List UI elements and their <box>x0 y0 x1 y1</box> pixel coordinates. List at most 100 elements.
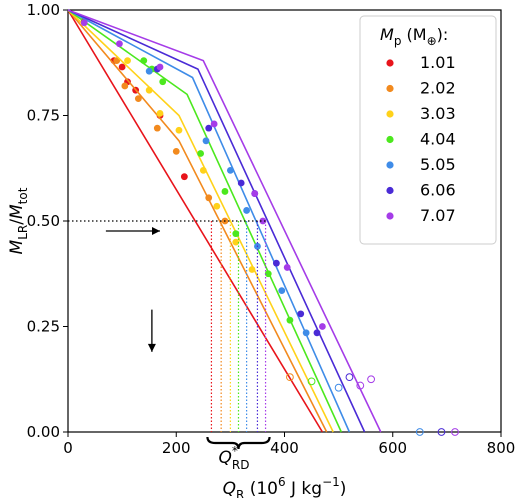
data-point <box>124 57 131 65</box>
legend-label: 6.06 <box>420 181 456 200</box>
y-tick-label: 0.25 <box>27 318 60 336</box>
data-point <box>213 202 221 210</box>
data-point <box>318 323 326 330</box>
data-point-open <box>307 377 316 386</box>
axis-ticks: 0 200 400 600 800 0.00 0.25 0.50 0.75 1.00 <box>27 1 516 457</box>
legend-marker <box>386 186 394 195</box>
y-tick-label: 0.00 <box>27 423 60 441</box>
data-point <box>118 63 126 71</box>
legend-label: 1.01 <box>420 53 456 72</box>
x-tick-label: 400 <box>270 439 299 457</box>
data-point <box>153 124 161 132</box>
legend-marker <box>386 135 394 144</box>
x-tick-label: 0 <box>63 439 73 457</box>
data-point <box>202 137 210 145</box>
data-point-open <box>415 428 424 436</box>
data-point <box>140 57 148 65</box>
series-6.06 <box>67 9 446 436</box>
fit-line <box>67 9 328 433</box>
series-4.04 <box>67 9 343 433</box>
data-point <box>134 95 142 103</box>
data-point <box>248 266 256 273</box>
data-point-open <box>367 375 376 384</box>
fit-line <box>67 9 334 433</box>
data-point <box>175 126 183 134</box>
data-point <box>121 82 129 90</box>
data-point <box>221 188 229 195</box>
data-point-open <box>345 373 354 382</box>
legend-label: 3.03 <box>420 104 456 123</box>
legend-title: Mp (M⊕): <box>380 25 448 48</box>
data-point <box>199 166 207 174</box>
data-point <box>197 150 205 157</box>
x-tick-label: 800 <box>487 439 516 457</box>
legend-label: 7.07 <box>420 206 456 225</box>
x-axis-label: QR (106 J kg−1) <box>223 475 347 498</box>
legend: Mp (M⊕): 1.01 2.02 3.03 4.04 5.05 6.06 7.07 <box>359 15 497 245</box>
data-point <box>278 287 286 295</box>
legend-label: 4.04 <box>420 130 456 149</box>
data-point-open <box>356 381 365 390</box>
data-point <box>180 173 188 181</box>
data-point <box>145 86 153 94</box>
data-point <box>116 40 123 48</box>
data-point <box>243 207 251 214</box>
data-point <box>297 310 305 318</box>
down-arrow-head <box>147 343 156 352</box>
data-point <box>302 329 310 337</box>
data-point <box>232 230 240 238</box>
axis-labels: QR (106 J kg−1) MLR/Mtot <box>7 187 346 498</box>
series-3.03 <box>67 9 334 433</box>
x-tick-label: 600 <box>378 439 407 457</box>
annotations: Q* RD <box>68 220 271 472</box>
data-point <box>156 109 164 117</box>
fit-line <box>67 9 366 433</box>
series-2.02 <box>67 9 328 433</box>
data-point-open <box>451 428 459 436</box>
data-point <box>237 179 245 187</box>
fit-line <box>67 9 324 433</box>
qrd-brace <box>206 436 271 450</box>
data-point <box>156 63 164 71</box>
y-tick-label: 1.00 <box>27 1 60 19</box>
data-point <box>251 190 259 197</box>
data-point <box>313 329 321 337</box>
data-point-open <box>286 373 294 382</box>
y-tick-label: 0.50 <box>27 212 60 230</box>
data-point <box>210 120 218 128</box>
data-point <box>205 124 213 132</box>
data-point <box>205 194 213 202</box>
data-point <box>264 270 272 278</box>
data-point <box>286 316 294 324</box>
fit-line <box>67 9 351 433</box>
data-point <box>80 19 88 27</box>
series-5.05 <box>67 9 424 436</box>
legend-box <box>359 15 497 245</box>
x-tick-label: 200 <box>162 439 191 457</box>
data-point <box>283 264 291 271</box>
data-point <box>232 238 240 246</box>
legend-label: 2.02 <box>420 79 456 98</box>
data-point <box>145 67 153 75</box>
legend-marker <box>386 212 394 220</box>
series-7.07 <box>67 9 459 436</box>
right-arrow-head <box>152 227 161 235</box>
fit-line <box>67 9 382 433</box>
data-point <box>272 259 280 267</box>
y-tick-label: 0.75 <box>27 107 60 125</box>
y-axis-label: MLR/Mtot <box>7 187 30 254</box>
series-1.01 <box>67 9 324 433</box>
legend-marker <box>386 110 394 118</box>
data-point <box>259 217 267 225</box>
data-point-open <box>437 428 446 436</box>
data-point-open <box>334 383 343 392</box>
qrd-label: Q* RD <box>218 444 249 472</box>
data-point <box>159 78 167 86</box>
data-point <box>172 147 180 155</box>
legend-marker <box>386 161 394 169</box>
legend-marker <box>386 84 394 93</box>
data-point <box>226 166 234 174</box>
legend-label: 5.05 <box>420 155 456 174</box>
chart-marks <box>67 9 459 436</box>
